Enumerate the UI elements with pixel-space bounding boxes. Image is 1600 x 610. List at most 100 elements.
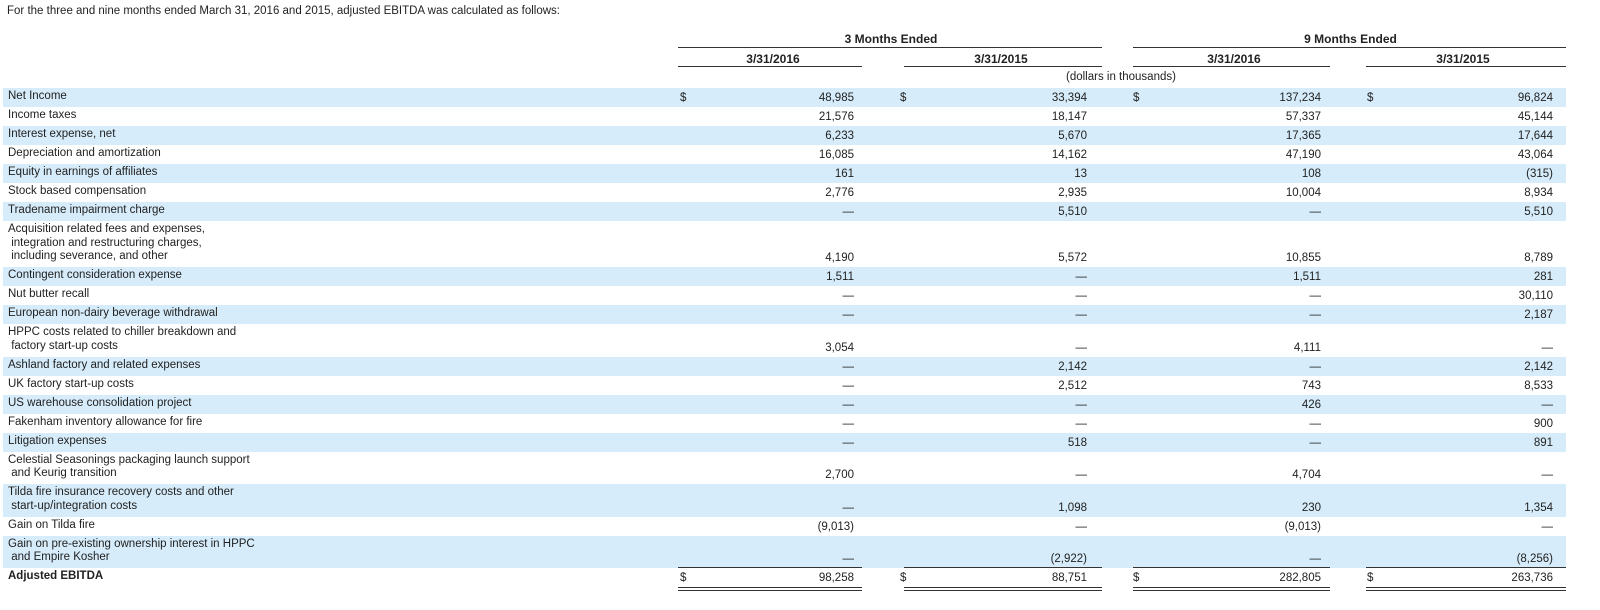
table-row: Depreciation and amortization 16,085 14,16… [0, 145, 1600, 164]
value-cell: — [1541, 520, 1554, 533]
row-label: Gain on Tilda fire [8, 518, 95, 531]
value-cell: 281 [1533, 271, 1553, 283]
value-cell: (2,922) [1050, 553, 1087, 565]
row-label: Ashland factory and related expenses [8, 358, 201, 371]
table-row: Tilda fire insurance recovery costs and … [0, 484, 1600, 517]
value-cell: — [1309, 290, 1322, 302]
value-cell: 5,572 [1058, 252, 1087, 264]
table-row: Contingent consideration expense 1,511 — 1,… [0, 267, 1600, 286]
table-row: Litigation expenses — 518 — 891 [0, 432, 1600, 452]
value-cell: — [1309, 360, 1322, 373]
value-cell: — [842, 398, 855, 411]
table-row: Interest expense, net 6,233 5,670 17,365 17,… [0, 126, 1600, 145]
value-cell: 4,190 [825, 252, 854, 264]
row-shading [3, 126, 1566, 145]
row-label: European non-dairy beverage withdrawal [8, 307, 218, 319]
column-rule-ytd-2015 [1366, 66, 1566, 67]
row-shading [3, 394, 1566, 414]
group-header-9-months: 9 Months Ended [1304, 32, 1397, 46]
row-shading [3, 356, 1566, 376]
value-cell: 96,824 [1517, 92, 1553, 104]
value-cell: 2,512 [1058, 379, 1087, 392]
value-cell: — [1075, 417, 1088, 430]
value-cell: 57,337 [1285, 111, 1321, 123]
row-label: Nut butter recall [8, 288, 90, 300]
value-cell: 18,147 [1051, 111, 1087, 123]
row-shading [3, 305, 1566, 324]
value-cell: 17,365 [1285, 130, 1321, 142]
value-cell: 45,144 [1517, 111, 1553, 123]
total-double-rule [678, 587, 862, 591]
table-row: Stock based compensation 2,776 2,935 10,004… [0, 183, 1600, 202]
intro-text: For the three and nine months ended Marc… [7, 5, 560, 17]
value-cell: — [1541, 398, 1554, 411]
value-cell: 137,234 [1279, 92, 1321, 104]
value-cell: 743 [1301, 379, 1321, 392]
table-row: Gain on pre-existing ownership interest … [0, 535, 1600, 568]
value-cell: 6,233 [825, 130, 854, 142]
value-cell: 2,142 [1524, 360, 1553, 373]
currency-symbol: $ [1133, 572, 1140, 584]
value-cell: — [1075, 469, 1088, 481]
currency-symbol: $ [680, 572, 687, 584]
row-label: Interest expense, net [8, 128, 116, 140]
row-label: Adjusted EBITDA [8, 570, 104, 582]
row-shading [3, 164, 1566, 183]
value-cell: 2,187 [1524, 309, 1553, 321]
column-header-ytd-2016: 3/31/2016 [1207, 52, 1261, 66]
value-cell: 5,510 [1058, 206, 1087, 218]
value-cell: 21,576 [818, 111, 854, 123]
value-cell: 1,511 [826, 271, 854, 283]
currency-symbol: $ [1367, 572, 1374, 584]
value-cell: 426 [1301, 398, 1321, 411]
value-cell: 17,644 [1517, 130, 1553, 142]
currency-symbol: $ [900, 572, 907, 584]
row-label: US warehouse consolidation project [8, 396, 192, 409]
value-cell: — [1075, 341, 1088, 354]
value-cell: 108 [1301, 168, 1321, 180]
column-rule-ytd-2016 [1133, 66, 1330, 67]
value-cell: 2,700 [825, 469, 854, 481]
value-cell: 4,704 [1292, 469, 1321, 481]
column-rule-q-2015 [904, 66, 1102, 67]
row-shading [3, 267, 1566, 286]
value-cell: 43,064 [1517, 149, 1553, 161]
row-label: Tradename impairment charge [8, 204, 165, 216]
value-cell: 3,054 [825, 341, 854, 354]
column-rule-q-2016 [678, 66, 862, 67]
value-cell: — [842, 417, 855, 430]
value-cell: 30,110 [1518, 290, 1553, 302]
value-cell: — [842, 501, 855, 514]
table-row: Fakenham inventory allowance for fire — — —… [0, 414, 1600, 433]
value-cell: — [842, 360, 855, 373]
value-cell: 98,258 [818, 572, 854, 584]
subtotal-rule [1133, 567, 1330, 568]
table-row: Ashland factory and related expenses — 2,1… [0, 356, 1600, 376]
value-cell: 33,394 [1051, 92, 1087, 104]
value-cell: (8,256) [1516, 553, 1553, 565]
row-label: Equity in earnings of affiliates [8, 166, 158, 178]
value-cell: 10,855 [1285, 252, 1321, 264]
units-note: (dollars in thousands) [1066, 71, 1176, 83]
value-cell: — [1075, 290, 1088, 302]
row-label: Tilda fire insurance recovery costs and … [8, 486, 234, 512]
value-cell: (315) [1526, 168, 1553, 180]
row-shading [3, 535, 1566, 568]
row-label: UK factory start-up costs [8, 377, 134, 390]
value-cell: 161 [834, 168, 854, 180]
value-cell: (9,013) [1284, 520, 1321, 533]
value-cell: 5,670 [1058, 130, 1087, 142]
value-cell: 48,985 [818, 92, 854, 104]
table-row: European non-dairy beverage withdrawal — —… [0, 305, 1600, 324]
table-row: Equity in earnings of affiliates 161 13 108… [0, 164, 1600, 183]
value-cell: — [1309, 417, 1322, 430]
value-cell: 10,004 [1285, 187, 1321, 199]
row-label: Gain on pre-existing ownership interest … [8, 537, 255, 564]
value-cell: 8,934 [1524, 187, 1553, 199]
table-row: Acquisition related fees and expenses, i… [0, 221, 1600, 267]
value-cell: 16,085 [818, 149, 854, 161]
value-cell: — [842, 436, 855, 449]
row-label: Contingent consideration expense [8, 269, 182, 281]
value-cell: — [1309, 309, 1322, 321]
value-cell: 518 [1067, 436, 1087, 449]
